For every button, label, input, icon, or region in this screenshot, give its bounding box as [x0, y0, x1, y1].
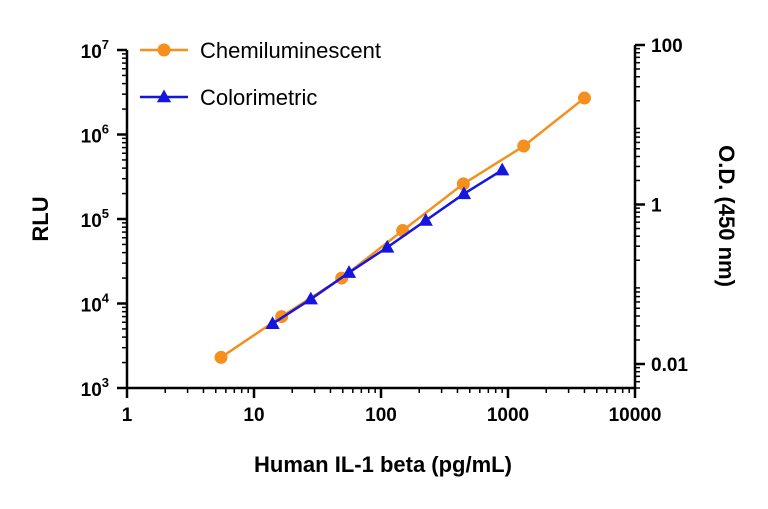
legend-marker-colorimetric [156, 89, 172, 103]
y2-tick-label: 0.01 [651, 355, 688, 376]
y2-axis-title: O.D. (450 nm) [714, 145, 739, 287]
y2-tick-label: 100 [651, 36, 683, 57]
colorimetric-data-point [418, 212, 433, 226]
y-axis-title: RLU [28, 196, 53, 241]
legend-label-colorimetric: Colorimetric [200, 85, 317, 110]
legend-label-chemiluminescent: Chemiluminescent [200, 38, 381, 63]
colorimetric-data-point [456, 186, 472, 200]
y-tick-label: 103 [81, 375, 109, 401]
y-tick-label: 107 [81, 37, 109, 63]
x-tick-label: 10000 [609, 405, 662, 426]
x-tick-label: 10 [243, 405, 264, 426]
x-tick-label: 1000 [487, 405, 529, 426]
chemiluminescent-data-point [396, 224, 410, 238]
y-tick-label: 104 [81, 291, 110, 317]
x-tick-label: 100 [365, 405, 397, 426]
colorimetric-data-point [495, 162, 510, 176]
y2-tick-label: 1 [651, 195, 662, 216]
x-axis-title: Human IL-1 beta (pg/mL) [254, 452, 512, 477]
x-tick-label: 1 [122, 405, 133, 426]
legend-marker-chemiluminescent [157, 43, 171, 57]
colorimetric-data-point [265, 316, 280, 329]
y-tick-label: 105 [81, 206, 109, 232]
colorimetric-data-point [380, 239, 395, 253]
y-tick-label: 106 [81, 122, 109, 148]
colorimetric-data-point [341, 265, 357, 278]
chemiluminescent-data-point [577, 91, 591, 105]
chemiluminescent-data-point [517, 139, 531, 153]
colorimetric-data-point [303, 291, 318, 305]
chemiluminescent-data-point [214, 350, 228, 364]
chemiluminescent-data-point [456, 177, 470, 191]
